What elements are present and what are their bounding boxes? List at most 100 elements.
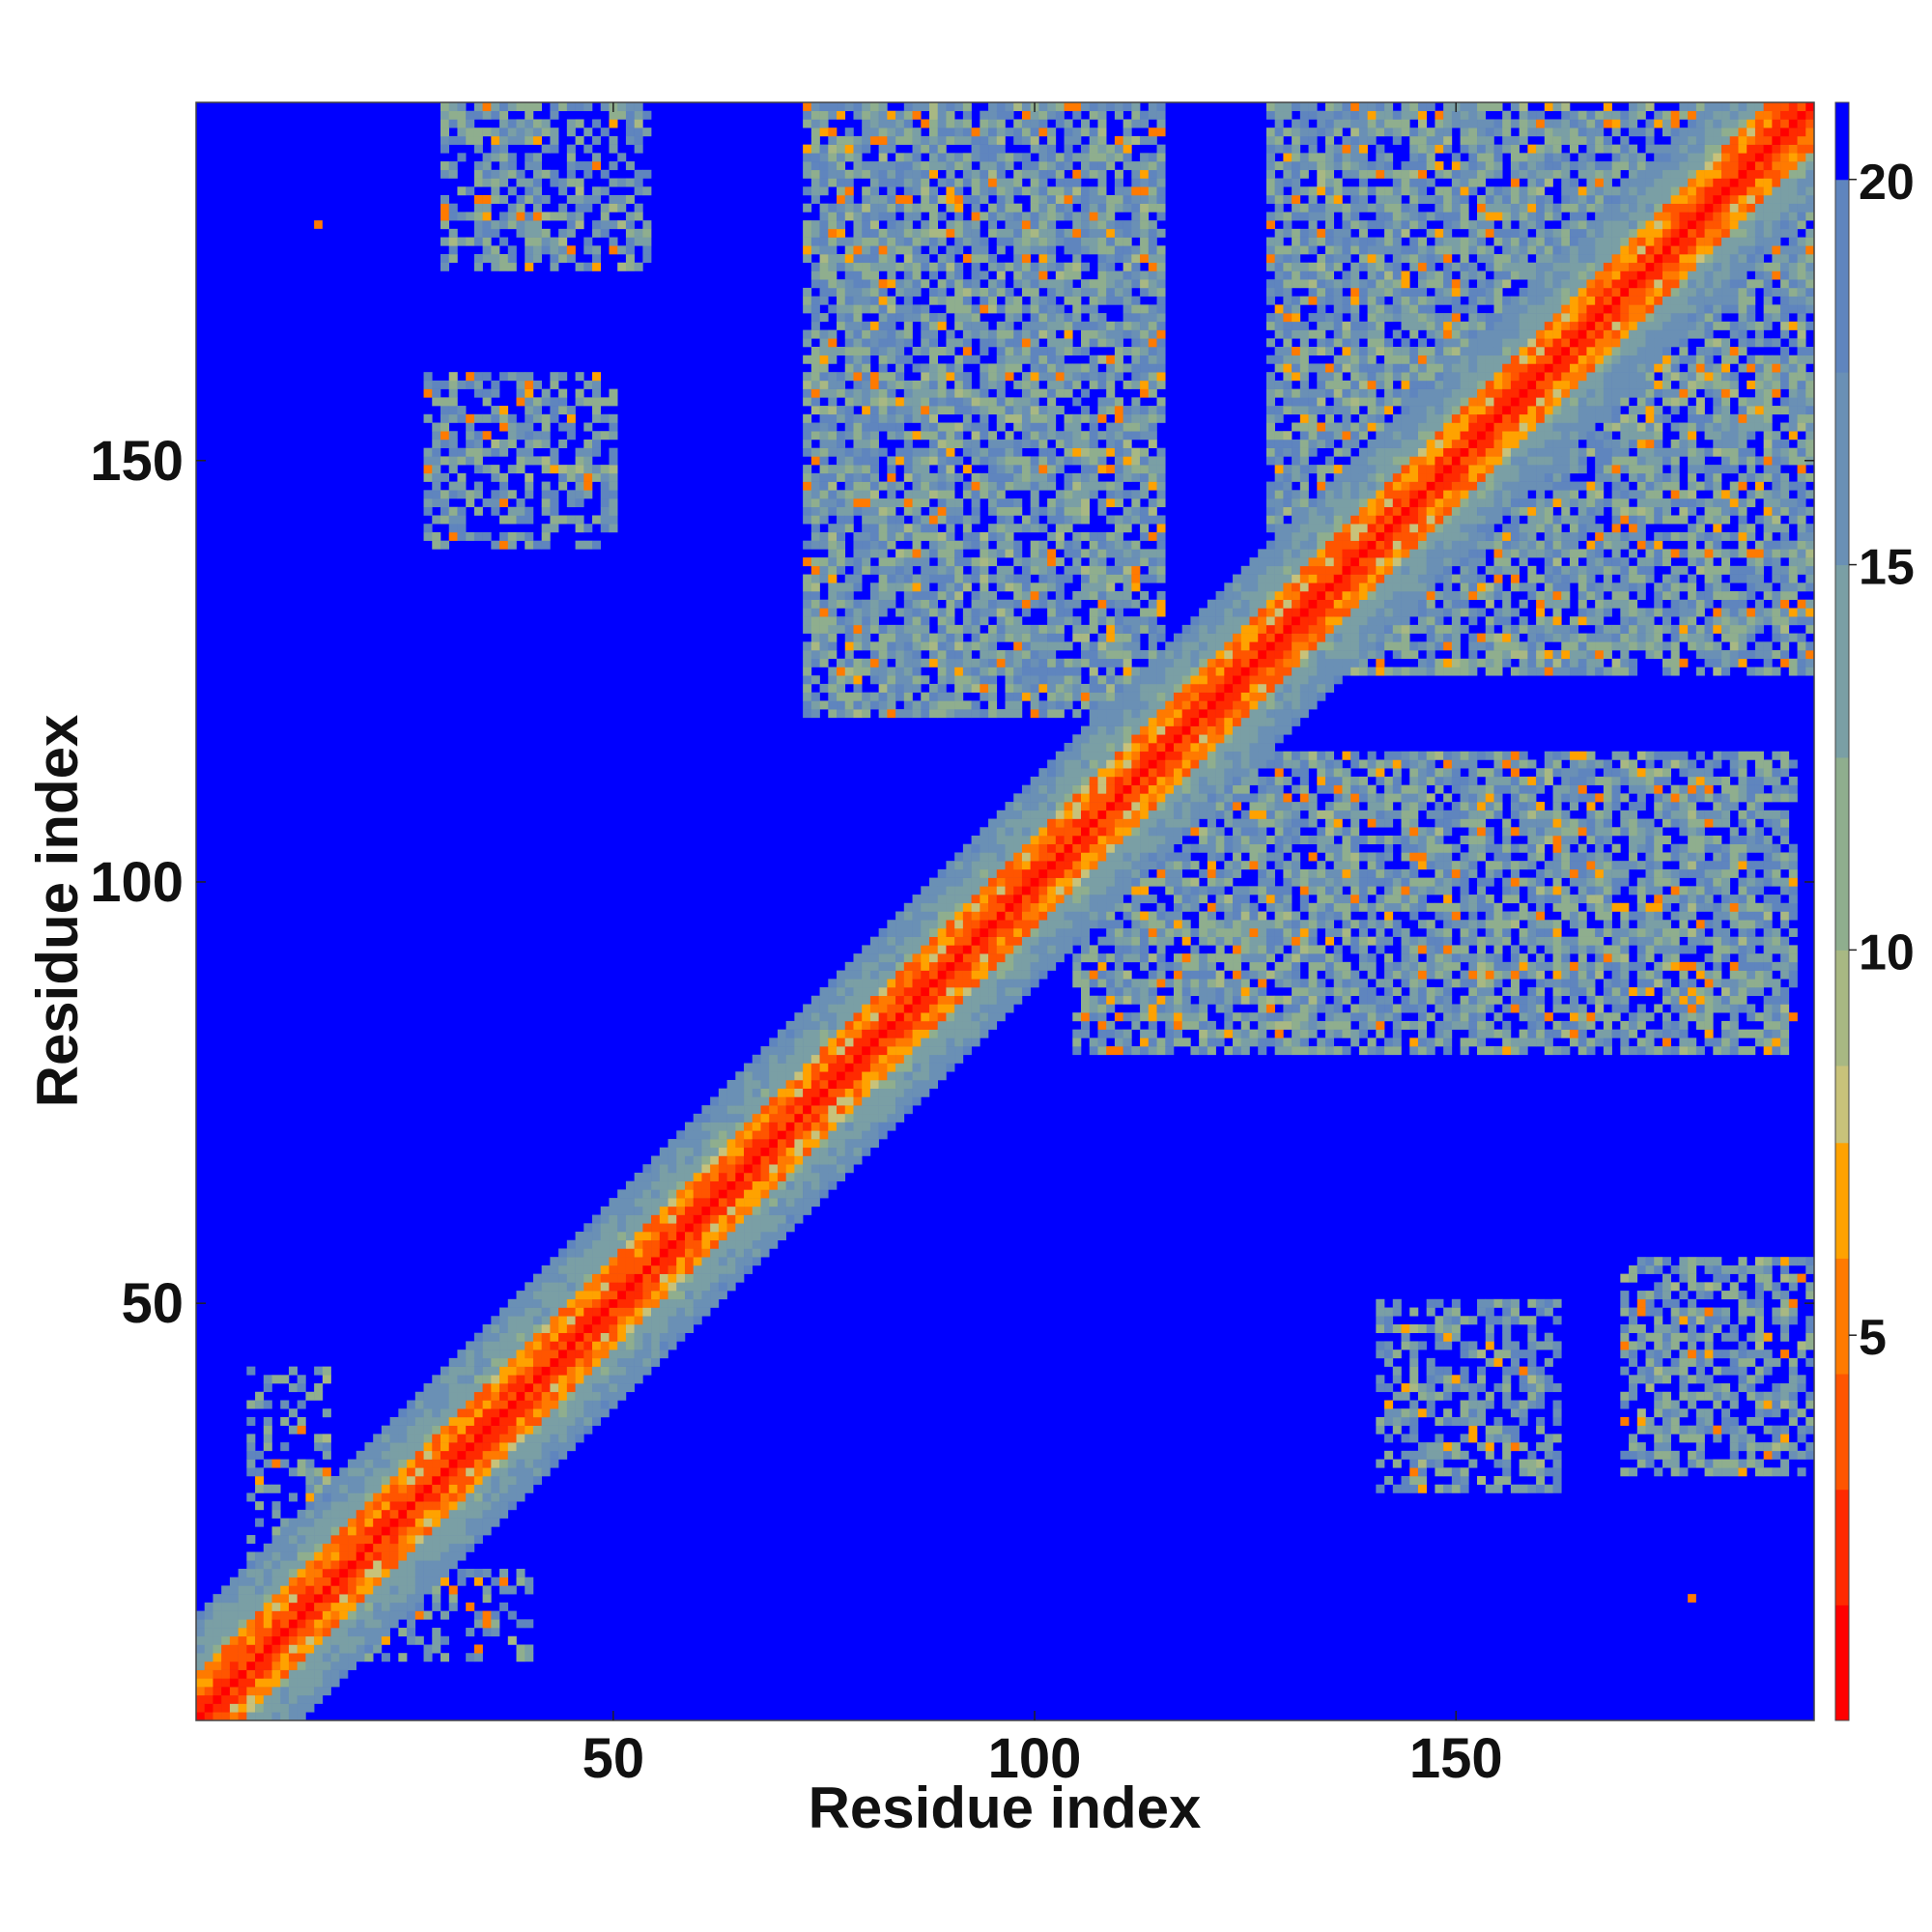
heatmap-cell	[971, 658, 980, 668]
heatmap-cell	[634, 1273, 643, 1283]
heatmap-cell	[937, 565, 947, 575]
heatmap-cell	[954, 338, 964, 348]
heatmap-cell	[828, 1122, 838, 1131]
heatmap-cell	[853, 1012, 863, 1022]
heatmap-cell	[516, 1383, 526, 1393]
heatmap-cell	[862, 237, 871, 246]
heatmap-cell	[962, 372, 972, 382]
heatmap-cell	[414, 1476, 424, 1486]
heatmap-cell	[558, 1323, 568, 1333]
heatmap-cell	[246, 1610, 256, 1620]
heatmap-cell	[928, 313, 938, 323]
heatmap-cell	[803, 372, 812, 382]
heatmap-cell	[373, 1450, 383, 1460]
heatmap-cell	[550, 110, 559, 120]
heatmap-cell	[962, 237, 972, 246]
heatmap-cell	[946, 169, 955, 179]
heatmap-cell	[1030, 270, 1039, 280]
heatmap-cell	[676, 1257, 686, 1266]
heatmap-cell	[794, 1046, 804, 1056]
heatmap-cell	[895, 692, 905, 701]
heatmap-cell	[837, 439, 846, 448]
heatmap-cell	[583, 1375, 593, 1384]
heatmap-cell	[869, 1105, 879, 1115]
heatmap-cell	[912, 608, 922, 617]
heatmap-cell	[684, 1164, 695, 1174]
heatmap-cell	[810, 119, 820, 128]
heatmap-cell	[541, 194, 551, 204]
heatmap-cell	[398, 1484, 408, 1493]
heatmap-cell	[803, 338, 812, 348]
heatmap-cell	[887, 1046, 896, 1056]
heatmap-cell	[946, 372, 955, 382]
heatmap-cell	[887, 953, 896, 963]
heatmap-cell	[853, 692, 863, 701]
heatmap-cell	[1030, 709, 1039, 719]
heatmap-cell	[954, 995, 964, 1005]
heatmap-cell	[550, 1442, 559, 1452]
heatmap-cell	[988, 574, 998, 583]
heatmap-cell	[1005, 363, 1014, 373]
heatmap-cell	[507, 1391, 517, 1401]
heatmap-cell	[448, 1526, 458, 1536]
heatmap-cell	[575, 1257, 584, 1266]
heatmap-cell	[642, 228, 652, 238]
heatmap-cell	[550, 1332, 559, 1342]
heatmap-cell	[1005, 565, 1014, 575]
heatmap-cell	[903, 406, 913, 415]
heatmap-cell	[962, 1046, 972, 1056]
heatmap-cell	[903, 270, 913, 280]
heatmap-cell	[466, 119, 475, 128]
heatmap-cell	[255, 1602, 265, 1611]
heatmap-cell	[457, 1408, 467, 1418]
heatmap-cell	[903, 321, 913, 330]
heatmap-cell	[710, 1298, 720, 1308]
heatmap-cell	[853, 338, 863, 348]
heatmap-cell	[853, 1096, 863, 1106]
heatmap-cell	[837, 599, 846, 609]
heatmap-cell	[583, 422, 593, 432]
heatmap-cell	[381, 1577, 390, 1586]
heatmap-cell	[642, 110, 652, 120]
heatmap-cell	[314, 1628, 324, 1637]
heatmap-cell	[878, 927, 888, 937]
heatmap-cell	[828, 1071, 838, 1081]
heatmap-cell	[609, 413, 618, 423]
heatmap-cell	[954, 987, 964, 997]
heatmap-cell	[583, 1239, 593, 1249]
heatmap-cell	[305, 1476, 315, 1486]
heatmap-cell	[1038, 506, 1048, 516]
heatmap-cell	[566, 194, 576, 204]
heatmap-cell	[583, 481, 593, 491]
heatmap-cell	[566, 1248, 576, 1258]
heatmap-cell	[837, 1155, 846, 1165]
heatmap-cell	[507, 254, 517, 264]
heatmap-cell	[1005, 439, 1014, 448]
heatmap-cell	[912, 212, 922, 221]
heatmap-cell	[1047, 633, 1057, 642]
heatmap-cell	[305, 1678, 315, 1688]
heatmap-cell	[525, 481, 534, 491]
heatmap-cell	[803, 608, 812, 617]
heatmap-cell	[466, 237, 475, 246]
heatmap-cell	[988, 961, 998, 971]
heatmap-cell	[887, 1054, 896, 1064]
heatmap-cell	[921, 406, 930, 415]
heatmap-cell	[862, 472, 871, 482]
heatmap-cell	[844, 498, 854, 508]
heatmap-cell	[819, 169, 829, 179]
heatmap-cell	[532, 161, 542, 171]
heatmap-cell	[996, 979, 1006, 988]
heatmap-cell	[962, 406, 972, 415]
heatmap-cell	[550, 1341, 559, 1350]
heatmap-cell	[1030, 346, 1039, 356]
heatmap-cell	[803, 254, 812, 264]
heatmap-cell	[869, 667, 879, 676]
heatmap-cell	[507, 1298, 517, 1308]
heatmap-cell	[398, 1585, 408, 1595]
heatmap-cell	[314, 1391, 324, 1401]
heatmap-cell	[364, 1526, 374, 1536]
heatmap-cell	[558, 465, 568, 474]
heatmap-cell	[432, 1408, 441, 1418]
heatmap-cell	[837, 102, 846, 112]
